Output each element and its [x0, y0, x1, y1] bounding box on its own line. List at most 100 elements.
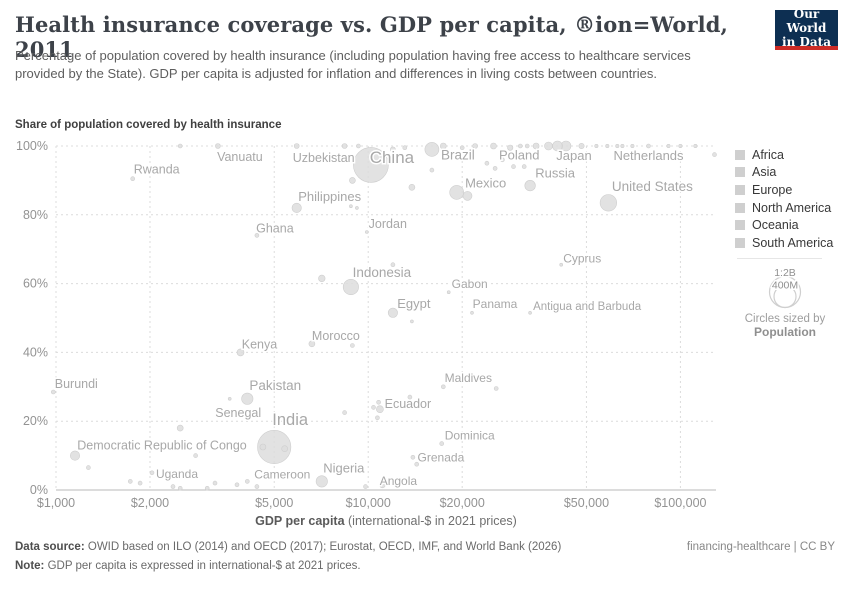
data-point[interactable] — [318, 274, 326, 283]
data-point[interactable] — [137, 480, 143, 486]
data-point-gabon[interactable] — [446, 290, 451, 295]
data-point[interactable] — [355, 206, 359, 210]
data-point[interactable] — [349, 177, 356, 184]
data-point[interactable] — [620, 144, 625, 149]
data-point[interactable] — [410, 319, 414, 324]
legend-item-south-america[interactable]: South America — [735, 234, 833, 252]
legend-item-north-america[interactable]: North America — [735, 199, 833, 217]
data-point[interactable] — [128, 479, 133, 484]
data-point[interactable] — [693, 144, 698, 149]
data-point-democratic-republic-of-congo[interactable] — [70, 450, 81, 461]
legend-item-europe[interactable]: Europe — [735, 181, 833, 199]
data-point[interactable] — [511, 164, 516, 169]
legend-item-oceania[interactable]: Oceania — [735, 216, 833, 234]
data-point[interactable] — [605, 144, 610, 149]
data-point[interactable] — [204, 485, 210, 491]
data-point[interactable] — [227, 396, 232, 401]
data-point[interactable] — [492, 166, 498, 171]
data-point[interactable] — [177, 143, 183, 149]
data-point[interactable] — [170, 484, 176, 489]
data-point-cameroon[interactable] — [245, 479, 250, 484]
data-point-burundi[interactable] — [50, 389, 56, 395]
data-point[interactable] — [376, 399, 381, 405]
data-point[interactable] — [371, 405, 376, 410]
data-point[interactable] — [407, 394, 413, 400]
data-point-grenada[interactable] — [410, 454, 416, 460]
data-point[interactable] — [517, 143, 523, 149]
data-point[interactable] — [341, 143, 348, 149]
legend-item-asia[interactable]: Asia — [735, 164, 833, 182]
data-point-kenya[interactable] — [236, 348, 245, 357]
data-point[interactable] — [521, 164, 527, 169]
data-point-angola[interactable] — [379, 481, 386, 489]
data-point[interactable] — [493, 386, 499, 391]
data-point[interactable] — [472, 143, 478, 149]
data-point[interactable] — [544, 141, 553, 151]
data-point[interactable] — [193, 453, 198, 458]
data-point[interactable] — [459, 145, 465, 150]
data-point[interactable] — [234, 482, 240, 488]
data-point-vanuatu[interactable] — [215, 143, 221, 149]
data-point[interactable] — [630, 144, 635, 149]
data-point-ecuador[interactable] — [376, 405, 384, 414]
data-point[interactable] — [524, 143, 530, 149]
data-point[interactable] — [429, 167, 435, 173]
data-point[interactable] — [350, 343, 355, 348]
data-point-indonesia[interactable] — [342, 278, 359, 295]
data-point-rwanda[interactable] — [130, 176, 135, 181]
legend-item-africa[interactable]: Africa — [735, 146, 833, 164]
data-point-cyprus[interactable] — [559, 262, 564, 267]
data-point-russia[interactable] — [524, 180, 536, 192]
data-point-egypt[interactable] — [387, 307, 398, 318]
data-point[interactable] — [414, 461, 420, 467]
data-point[interactable] — [402, 145, 408, 150]
data-point[interactable] — [363, 484, 368, 489]
data-point-pakistan[interactable] — [241, 392, 254, 405]
attribution[interactable]: financing-healthcare | CC BY — [686, 541, 835, 553]
data-point[interactable] — [390, 262, 396, 268]
data-point[interactable] — [86, 465, 91, 470]
data-point-netherlands[interactable] — [646, 143, 651, 149]
data-point[interactable] — [615, 144, 620, 149]
data-point-uzbekistan[interactable] — [293, 143, 300, 149]
data-point-ghana[interactable] — [254, 233, 260, 238]
data-point-brazil[interactable] — [424, 142, 440, 157]
data-point-uganda[interactable] — [149, 470, 155, 476]
data-point[interactable] — [490, 142, 497, 150]
data-point[interactable] — [342, 410, 347, 415]
data-point[interactable] — [408, 184, 416, 191]
data-point[interactable] — [532, 142, 540, 150]
data-point[interactable] — [281, 445, 289, 453]
data-point-philippines[interactable] — [291, 202, 302, 213]
data-point[interactable] — [375, 415, 380, 421]
data-point[interactable] — [390, 146, 396, 153]
data-point[interactable] — [254, 484, 260, 489]
data-point[interactable] — [259, 443, 267, 451]
data-point[interactable] — [578, 143, 585, 150]
owid-logo[interactable]: Our World in Data — [775, 7, 838, 50]
data-point-poland[interactable] — [507, 144, 514, 151]
data-point-mexico[interactable] — [449, 185, 465, 200]
data-point-united-states[interactable] — [599, 194, 618, 212]
data-point-nigeria[interactable] — [315, 475, 328, 488]
data-point[interactable] — [666, 144, 671, 149]
data-point[interactable] — [349, 204, 353, 208]
data-point[interactable] — [500, 157, 505, 163]
data-point-morocco[interactable] — [308, 340, 316, 348]
data-point-panama[interactable] — [470, 310, 474, 315]
data-point[interactable] — [212, 480, 218, 486]
data-point[interactable] — [594, 144, 599, 149]
data-point-antigua-and-barbuda[interactable] — [528, 310, 532, 315]
data-point-senegal[interactable] — [176, 424, 184, 432]
data-point-china[interactable] — [353, 147, 389, 183]
data-point[interactable] — [678, 144, 683, 149]
data-point[interactable] — [439, 142, 447, 150]
data-point[interactable] — [356, 143, 361, 149]
data-point-jordan[interactable] — [364, 230, 369, 234]
data-point-maldives[interactable] — [440, 384, 446, 390]
data-point-india[interactable] — [257, 429, 292, 464]
data-point[interactable] — [712, 152, 717, 157]
data-point[interactable] — [462, 191, 473, 201]
data-point-dominica[interactable] — [439, 441, 445, 446]
data-point[interactable] — [177, 485, 183, 491]
